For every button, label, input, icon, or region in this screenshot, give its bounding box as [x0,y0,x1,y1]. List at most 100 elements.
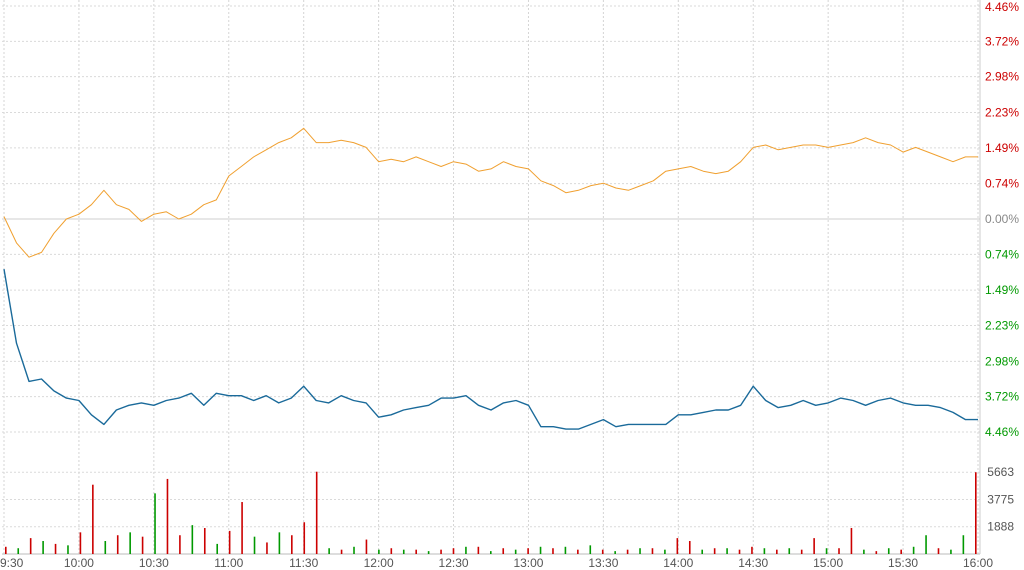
volume-bar [303,522,306,554]
volume-axis-labels: 5663 3775 1888 [987,465,1014,534]
volume-bar [962,535,965,554]
volume-bar [378,549,380,554]
volume-bar [179,535,181,554]
y-tick-label: 2.23% [985,319,1019,333]
volume-bar [875,551,878,554]
volume-bar [788,548,791,554]
volume-bar [166,478,169,554]
x-tick-label: 15:30 [888,556,918,570]
volume-bars [5,471,977,554]
volume-bar [253,536,256,554]
x-tick-label: 15:00 [813,556,843,570]
x-tick-label: 13:00 [513,556,543,570]
series-line-1 [3,127,978,258]
volume-bar [452,548,455,554]
volume-bar [5,546,7,554]
volume-bar [29,538,32,554]
x-tick-label: 16:00 [963,556,993,570]
volume-bar [390,548,393,554]
volume-bar [291,535,293,554]
y-tick-label: 2.98% [985,70,1019,84]
volume-bar [850,528,853,554]
volume-bar [465,546,467,554]
volume-bar [713,548,716,554]
volume-bar [427,551,430,554]
volume-bar [17,548,20,554]
volume-bar [950,549,952,554]
volume-bar [129,532,131,554]
x-tick-label: 10:00 [64,556,94,570]
volume-bar [92,484,94,554]
volume-bar [477,546,480,554]
y-tick-label: 4.46% [985,0,1019,14]
volume-bar [116,535,119,554]
y-tick-label: 3.72% [985,390,1019,404]
volume-bar [577,549,579,554]
volume-bar [813,538,815,554]
x-tick-label: 14:00 [663,556,693,570]
y-tick-label: 3.72% [985,34,1019,48]
y-tick-label: 0.74% [985,177,1019,191]
x-tick-label: 12:30 [439,556,469,570]
x-tick-label: 11:00 [214,556,243,570]
volume-bar [340,549,343,554]
volume-bar [104,541,107,554]
y-tick-label: 0.00% [985,212,1019,226]
volume-bar [825,548,828,554]
y-tick-label: 1.49% [985,283,1019,297]
volume-bar [440,549,442,554]
volume-bar [701,549,704,554]
volume-bar [402,549,405,554]
volume-bar [42,541,44,554]
volume-bar [527,548,529,554]
volume-bar [726,548,728,554]
volume-bar [141,536,144,554]
volume-bar [900,549,902,554]
volume-bar [54,543,57,554]
volume-bar [887,548,890,554]
volume-bar [266,542,268,554]
volume-bar [937,548,940,554]
volume-bar [676,538,679,554]
x-tick-label: 9:30 [0,556,24,570]
volume-bar [688,541,691,554]
volume-bar [626,549,629,554]
volume-bar [502,548,505,554]
x-tick-label: 13:30 [588,556,618,570]
volume-bar [838,548,840,554]
volume-bar [365,539,368,554]
volume-bar [552,548,554,554]
volume-tick-label: 1888 [987,520,1014,534]
volume-bar [639,548,641,554]
y-tick-label: 2.23% [985,106,1019,120]
x-tick-label: 11:30 [289,556,318,570]
volume-bar [539,546,542,554]
volume-bar [415,549,417,554]
volume-bar [353,546,355,554]
volume-bar [241,502,243,554]
volume-bar [664,549,666,554]
volume-bar [751,546,753,554]
volume-bar [315,471,318,554]
volume-tick-label: 3775 [987,493,1014,507]
volume-bar [589,545,592,554]
volume-bar [763,548,766,554]
y-tick-label: 2.98% [985,354,1019,368]
volume-bar [490,551,492,554]
volume-bar [863,549,865,554]
volume-bar [800,549,803,554]
volume-bar [614,551,616,554]
volume-bar [651,548,654,554]
volume-bar [79,532,82,554]
y-tick-label: 0.74% [985,247,1019,261]
volume-bar [216,543,219,554]
y-tick-label: 1.49% [985,141,1019,155]
x-tick-label: 12:00 [364,556,394,570]
x-tick-label: 14:30 [738,556,768,570]
volume-bar [67,545,69,554]
y-axis-labels: 4.46% 3.72% 2.98% 2.23% 1.49% 0.74% 0.00% 0.74%… [985,0,1019,439]
y-tick-label: 4.46% [985,425,1019,439]
volume-bar [776,549,778,554]
